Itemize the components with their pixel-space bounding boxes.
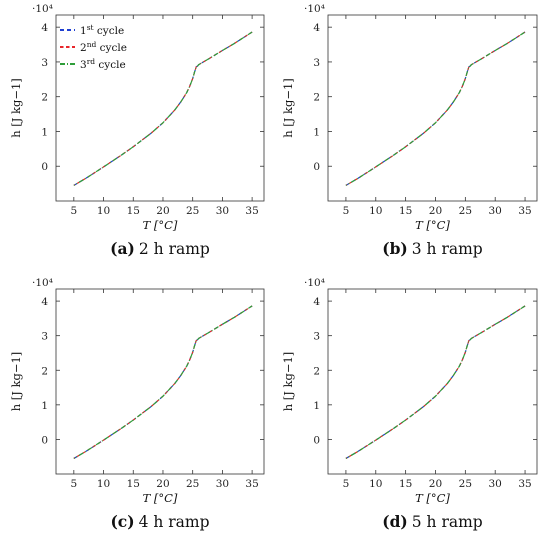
x-tick-label: 35 <box>518 478 531 490</box>
panel-caption: (a) 2 h ramp <box>110 239 210 258</box>
series-line-3 <box>73 305 253 459</box>
chart-panel-1: 5 10 15 20 25 30 35 0 1 2 3 4 ·10⁴ T [°C] h [J kg−1] (a… <box>9 3 265 258</box>
y-axis-label: h [J kg−1] <box>9 78 23 138</box>
plot-frame <box>55 14 265 202</box>
caption-letter: (a) <box>110 239 135 258</box>
series-line-2 <box>73 31 253 186</box>
x-tick-label: 30 <box>216 478 229 490</box>
x-tick-label: 25 <box>186 205 199 217</box>
series-line-1 <box>73 305 253 459</box>
x-tick-label: 30 <box>216 205 229 217</box>
plot-frame <box>327 288 538 475</box>
y-tick-label: 2 <box>313 365 320 377</box>
y-tick-label: 0 <box>41 434 48 446</box>
plot-frame <box>55 288 265 475</box>
x-tick-label: 15 <box>399 478 412 490</box>
series-line-2 <box>73 305 253 459</box>
series-line-3 <box>73 31 253 186</box>
y-axis-label: h [J kg−1] <box>9 352 23 412</box>
y-tick-label: 1 <box>41 400 48 412</box>
x-tick-label: 20 <box>156 478 169 490</box>
x-axis-label: T [°C] <box>415 491 450 505</box>
y-tick-label: 0 <box>313 434 320 446</box>
y-tick-label: 3 <box>313 331 320 343</box>
x-tick-label: 25 <box>459 478 472 490</box>
x-tick-label: 10 <box>369 478 382 490</box>
x-tick-label: 35 <box>245 478 258 490</box>
x-tick-label: 30 <box>489 478 502 490</box>
x-tick-label: 5 <box>70 205 77 217</box>
caption-text: 2 h ramp <box>139 240 210 258</box>
x-tick-label: 35 <box>245 205 258 217</box>
y-tick-label: 1 <box>313 126 320 138</box>
y-tick-label: 4 <box>41 22 48 34</box>
caption-text: 4 h ramp <box>139 513 210 531</box>
series-line-1 <box>73 31 253 186</box>
panel-caption: (c) 4 h ramp <box>110 512 209 531</box>
y-tick-label: 1 <box>313 400 320 412</box>
panel-caption: (d) 5 h ramp <box>382 512 483 531</box>
y-tick-label: 4 <box>313 296 320 308</box>
series-line-1 <box>345 305 526 459</box>
caption-letter: (b) <box>382 239 408 258</box>
caption-text: 3 h ramp <box>412 240 483 258</box>
x-tick-label: 10 <box>369 205 382 217</box>
x-tick-label: 15 <box>399 205 412 217</box>
x-tick-label: 20 <box>429 205 442 217</box>
y-tick-label: 2 <box>41 365 48 377</box>
x-axis-label: T [°C] <box>415 218 450 232</box>
x-tick-label: 5 <box>343 478 350 490</box>
plot-frame <box>327 14 538 202</box>
y-tick-label: 3 <box>313 57 320 69</box>
series-line-2 <box>345 305 526 459</box>
series-line-2 <box>345 31 526 186</box>
x-tick-label: 5 <box>70 478 77 490</box>
y-multiplier-label: ·10⁴ <box>32 3 53 15</box>
chart-panel-2: 5 10 15 20 25 30 35 0 1 2 3 4 ·10⁴ T [°C] h [J kg−1] (b… <box>281 3 538 258</box>
legend-label-3: 3rd cycle <box>80 57 126 71</box>
y-tick-label: 3 <box>41 57 48 69</box>
x-tick-label: 5 <box>343 205 350 217</box>
x-tick-label: 35 <box>518 205 531 217</box>
caption-letter: (d) <box>382 512 408 531</box>
x-axis-label: T [°C] <box>143 491 178 505</box>
x-tick-label: 10 <box>97 205 110 217</box>
x-tick-label: 25 <box>186 478 199 490</box>
x-tick-label: 20 <box>156 205 169 217</box>
y-tick-label: 3 <box>41 331 48 343</box>
x-axis-label: T [°C] <box>143 218 178 232</box>
y-tick-label: 4 <box>313 22 320 34</box>
legend: 1st cycle 2nd cycle 3rd cycle <box>60 23 127 71</box>
y-tick-label: 0 <box>313 161 320 173</box>
y-tick-label: 4 <box>41 296 48 308</box>
x-tick-label: 20 <box>429 478 442 490</box>
series-line-3 <box>345 305 526 459</box>
y-multiplier-label: ·10⁴ <box>32 277 53 289</box>
y-axis-label: h [J kg−1] <box>281 352 295 412</box>
x-tick-label: 30 <box>489 205 502 217</box>
caption-letter: (c) <box>110 512 134 531</box>
y-tick-label: 2 <box>313 92 320 104</box>
x-tick-label: 15 <box>127 478 140 490</box>
y-tick-label: 2 <box>41 92 48 104</box>
y-multiplier-label: ·10⁴ <box>304 3 325 15</box>
y-axis-label: h [J kg−1] <box>281 78 295 138</box>
legend-label-2: 2nd cycle <box>80 40 127 54</box>
caption-text: 5 h ramp <box>412 513 483 531</box>
x-tick-label: 10 <box>97 478 110 490</box>
chart-panel-3: 5 10 15 20 25 30 35 0 1 2 3 4 ·10⁴ T [°C] h [J kg−1] (c… <box>9 277 265 531</box>
panel-caption: (b) 3 h ramp <box>382 239 483 258</box>
legend-label-1: 1st cycle <box>80 23 124 37</box>
y-multiplier-label: ·10⁴ <box>304 277 325 289</box>
y-tick-label: 0 <box>41 161 48 173</box>
x-tick-label: 15 <box>127 205 140 217</box>
y-tick-label: 1 <box>41 126 48 138</box>
chart-panel-4: 5 10 15 20 25 30 35 0 1 2 3 4 ·10⁴ T [°C] h [J kg−1] (d… <box>281 277 538 531</box>
x-tick-label: 25 <box>459 205 472 217</box>
series-line-3 <box>345 31 526 186</box>
series-line-1 <box>345 31 526 186</box>
